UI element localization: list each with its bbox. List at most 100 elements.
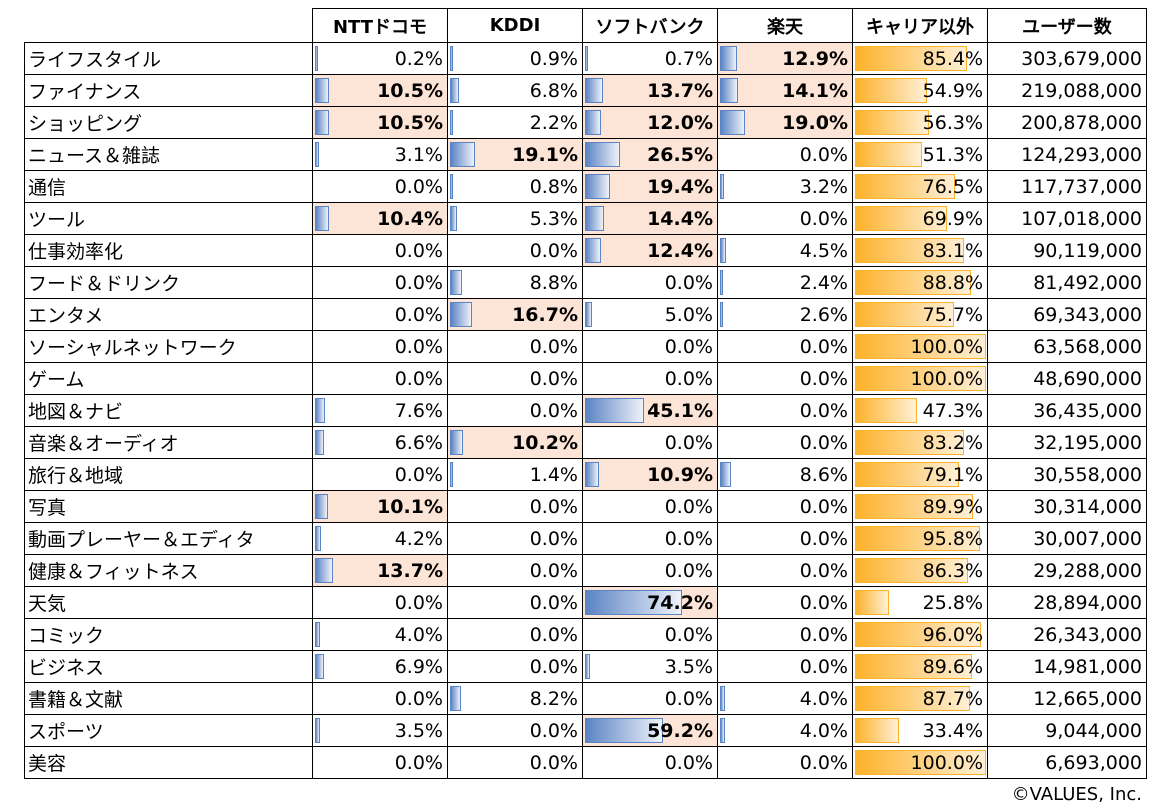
carrier-share-cell: 2.4% xyxy=(717,266,853,299)
cell-value: 0.0% xyxy=(529,527,578,550)
data-bar xyxy=(315,398,325,423)
non-carrier-share-cell: 47.3% xyxy=(852,394,988,427)
carrier-share-cell: 19.0% xyxy=(717,106,853,139)
user-count-cell: 32,195,000 xyxy=(987,426,1147,459)
carrier-share-cell: 7.6% xyxy=(312,394,448,427)
cell-value: 5.0% xyxy=(664,303,713,326)
carrier-share-cell: 13.7% xyxy=(312,554,448,587)
carrier-share-cell: 0.0% xyxy=(717,618,853,651)
carrier-share-cell: 0.0% xyxy=(312,682,448,715)
non-carrier-share-cell: 85.4% xyxy=(852,42,988,75)
user-count-cell: 219,088,000 xyxy=(987,74,1147,107)
cell-value: 0.0% xyxy=(394,303,443,326)
cell-value: 12,665,000 xyxy=(1033,687,1142,710)
user-count-cell: 30,558,000 xyxy=(987,458,1147,491)
table-row: ファイナンス 10.5% 6.8% 13.7% 14.1% 54.9% 219,088,00… xyxy=(24,74,1147,107)
data-bar xyxy=(855,206,947,231)
table-row: 動画プレーヤー＆エディタ 4.2% 0.0% 0.0% 0.0% 95.8% 30,007,… xyxy=(24,522,1147,555)
cell-value: 0.0% xyxy=(664,751,713,774)
cell-value: 0.0% xyxy=(529,335,578,358)
column-header: 楽天 xyxy=(717,8,853,43)
user-count-cell: 12,665,000 xyxy=(987,682,1147,715)
carrier-share-cell: 0.0% xyxy=(582,330,718,363)
cell-value: 36,435,000 xyxy=(1033,399,1142,422)
cell-value: 74.2% xyxy=(647,591,713,614)
cell-value: 10.5% xyxy=(377,111,443,134)
column-header: ソフトバンク xyxy=(582,8,718,43)
cell-value: 0.0% xyxy=(799,207,848,230)
cell-value: 0.0% xyxy=(799,399,848,422)
data-bar xyxy=(450,142,476,167)
cell-value: 117,737,000 xyxy=(1021,175,1142,198)
carrier-share-cell: 19.4% xyxy=(582,170,718,203)
cell-value: 87.7% xyxy=(922,687,983,710)
cell-value: 33.4% xyxy=(922,719,983,742)
data-bar xyxy=(450,686,461,711)
carrier-share-cell: 3.5% xyxy=(312,714,448,747)
data-bar xyxy=(450,206,457,231)
carrier-share-cell: 0.0% xyxy=(312,234,448,267)
data-bar xyxy=(855,750,986,775)
user-count-cell: 90,119,000 xyxy=(987,234,1147,267)
cell-value: 0.0% xyxy=(799,655,848,678)
category-label: 地図＆ナビ xyxy=(24,394,313,427)
cell-value: 86.3% xyxy=(922,559,983,582)
carrier-share-cell: 4.2% xyxy=(312,522,448,555)
carrier-share-cell: 0.0% xyxy=(447,394,583,427)
carrier-share-cell: 10.5% xyxy=(312,106,448,139)
cell-value: 0.0% xyxy=(394,367,443,390)
carrier-share-cell: 0.0% xyxy=(582,554,718,587)
cell-value: 89.6% xyxy=(922,655,983,678)
cell-value: 0.0% xyxy=(394,751,443,774)
table-row: ニュース＆雑誌 3.1% 19.1% 26.5% 0.0% 51.3% 124,293,00… xyxy=(24,138,1147,171)
carrier-share-cell: 12.0% xyxy=(582,106,718,139)
data-bar xyxy=(855,334,986,359)
data-bar xyxy=(720,46,737,71)
table-row: ゲーム 0.0% 0.0% 0.0% 0.0% 100.0% 48,690,000 xyxy=(24,362,1147,395)
non-carrier-share-cell: 100.0% xyxy=(852,746,988,779)
table-row: スポーツ 3.5% 0.0% 59.2% 4.0% 33.4% 9,044,000 xyxy=(24,714,1147,747)
data-bar xyxy=(450,110,453,135)
carrier-share-cell: 0.0% xyxy=(447,618,583,651)
carrier-share-cell: 8.2% xyxy=(447,682,583,715)
cell-value: 3.1% xyxy=(394,143,443,166)
carrier-share-cell: 6.8% xyxy=(447,74,583,107)
carrier-share-cell: 0.0% xyxy=(447,234,583,267)
carrier-share-cell: 12.9% xyxy=(717,42,853,75)
data-bar xyxy=(585,110,601,135)
data-bar xyxy=(855,654,973,679)
cell-value: 0.0% xyxy=(664,271,713,294)
category-label: ソーシャルネットワーク xyxy=(24,330,313,363)
cell-value: 0.2% xyxy=(394,47,443,70)
cell-value: 0.0% xyxy=(664,495,713,518)
data-bar xyxy=(315,78,329,103)
carrier-share-cell: 0.0% xyxy=(717,394,853,427)
non-carrier-share-cell: 87.7% xyxy=(852,682,988,715)
cell-value: 2.2% xyxy=(529,111,578,134)
category-label: スポーツ xyxy=(24,714,313,747)
category-label: 美容 xyxy=(24,746,313,779)
category-label: 通信 xyxy=(24,170,313,203)
carrier-share-cell: 6.9% xyxy=(312,650,448,683)
data-bar xyxy=(315,430,324,455)
data-bar xyxy=(315,654,325,679)
non-carrier-share-cell: 89.9% xyxy=(852,490,988,523)
cell-value: 89.9% xyxy=(922,495,983,518)
cell-value: 4.0% xyxy=(799,719,848,742)
carrier-share-cell: 0.0% xyxy=(582,362,718,395)
carrier-share-cell: 0.0% xyxy=(447,522,583,555)
cell-value: 90,119,000 xyxy=(1033,239,1142,262)
category-label: フード＆ドリンク xyxy=(24,266,313,299)
table-row: 健康＆フィットネス 13.7% 0.0% 0.0% 0.0% 86.3% 29,288,00… xyxy=(24,554,1147,587)
carrier-share-cell: 0.0% xyxy=(582,682,718,715)
carrier-share-cell: 10.9% xyxy=(582,458,718,491)
carrier-share-cell: 0.0% xyxy=(717,490,853,523)
table-row: ソーシャルネットワーク 0.0% 0.0% 0.0% 0.0% 100.0% 63,568,… xyxy=(24,330,1147,363)
cell-value: 0.0% xyxy=(799,335,848,358)
cell-value: 0.0% xyxy=(799,527,848,550)
carrier-share-cell: 5.0% xyxy=(582,298,718,331)
data-bar xyxy=(585,718,663,743)
non-carrier-share-cell: 33.4% xyxy=(852,714,988,747)
cell-value: 0.0% xyxy=(529,719,578,742)
cell-value: 9,044,000 xyxy=(1045,719,1142,742)
